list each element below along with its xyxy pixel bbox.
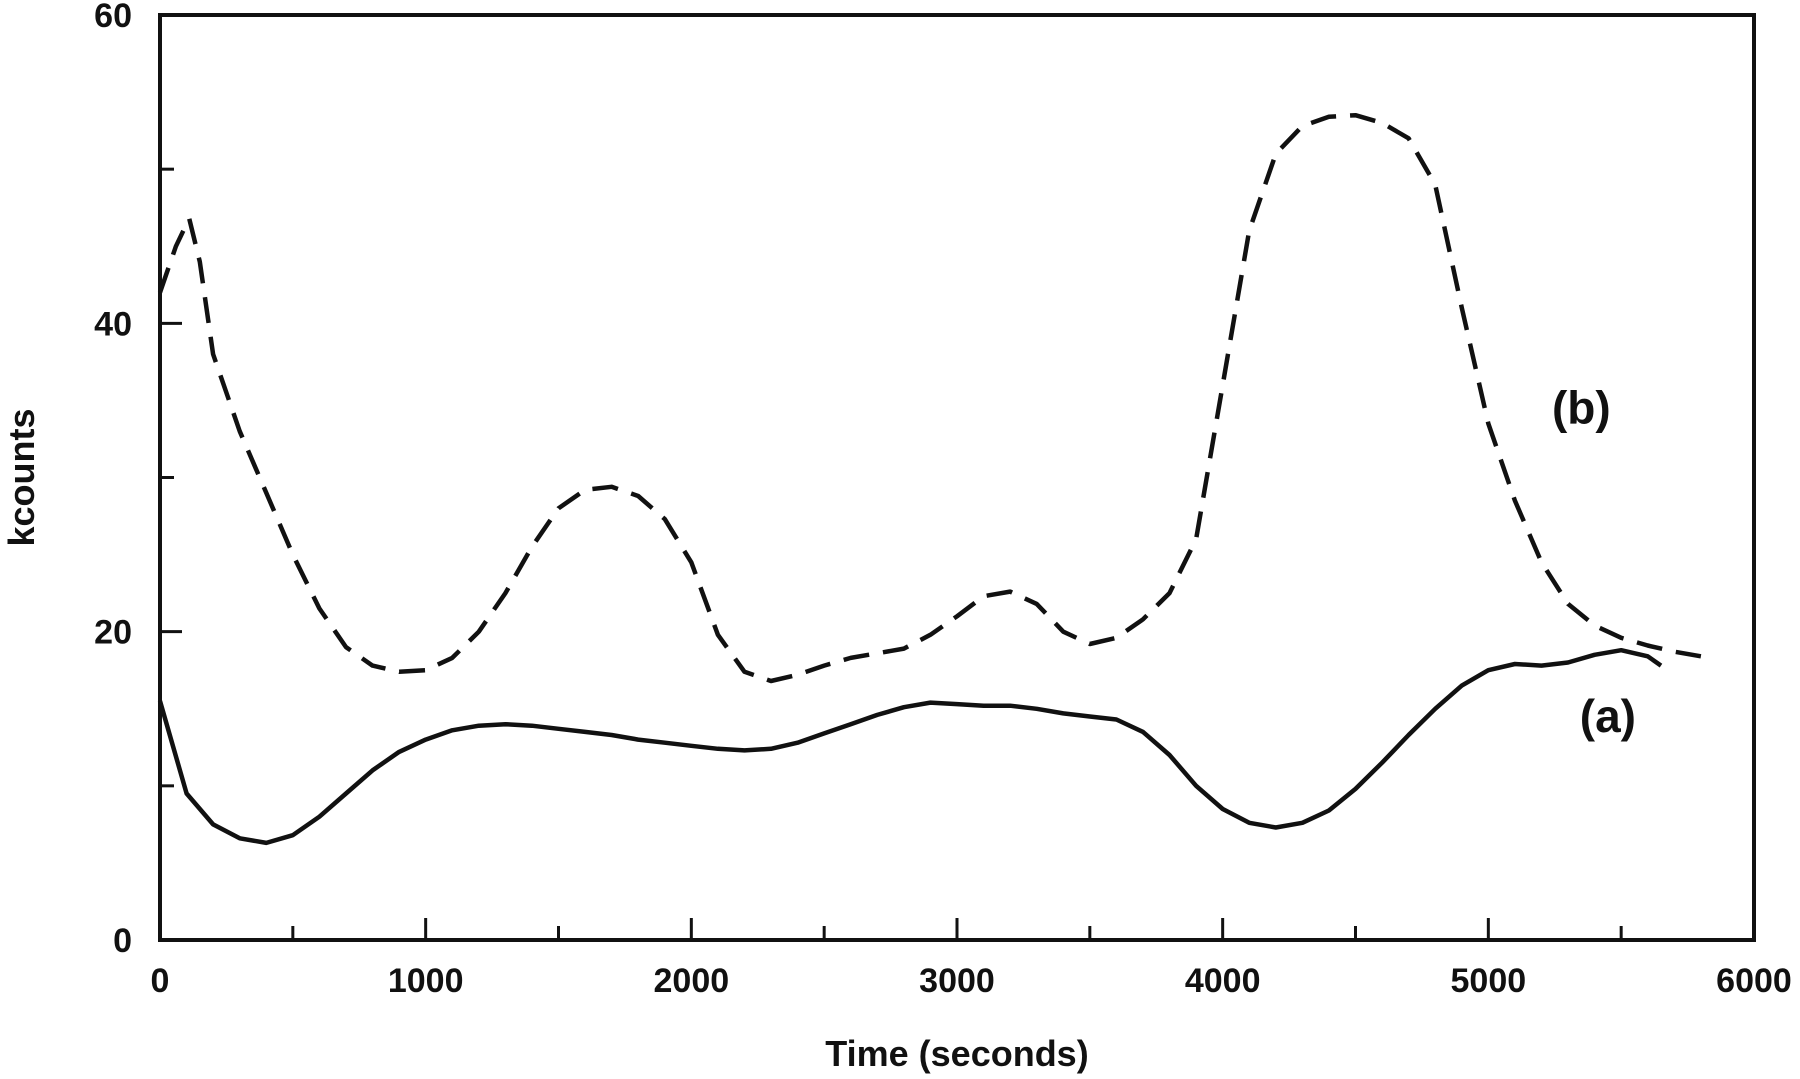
series-line-b bbox=[157, 112, 1702, 684]
x-tick-label: 4000 bbox=[1185, 962, 1261, 1000]
x-tick-label: 0 bbox=[151, 962, 170, 1000]
series-annotation: (b) bbox=[1552, 382, 1611, 434]
x-axis: 0 1000 2000 3000 4000 5000 6000 bbox=[151, 918, 1792, 1000]
x-tick-label: 6000 bbox=[1716, 962, 1792, 1000]
series-layer bbox=[157, 112, 1702, 846]
y-tick-label: 60 bbox=[94, 0, 132, 35]
annotation-layer: (a) (b) bbox=[1552, 382, 1636, 742]
y-tick-label: 20 bbox=[94, 614, 132, 652]
x-tick-label: 1000 bbox=[388, 962, 464, 1000]
x-axis-title: Time (seconds) bbox=[825, 1033, 1088, 1074]
x-tick-label: 2000 bbox=[654, 962, 730, 1000]
plot-frame bbox=[158, 13, 1756, 942]
y-tick-label: 0 bbox=[113, 922, 132, 960]
series-annotation: (a) bbox=[1580, 690, 1636, 742]
y-axis-title: kcounts bbox=[1, 408, 42, 546]
series-line-a bbox=[157, 647, 1663, 846]
x-tick-label: 3000 bbox=[919, 962, 995, 1000]
y-tick-label: 40 bbox=[94, 305, 132, 343]
x-tick-label: 5000 bbox=[1451, 962, 1527, 1000]
y-axis: 0 20 40 60 bbox=[94, 0, 182, 960]
